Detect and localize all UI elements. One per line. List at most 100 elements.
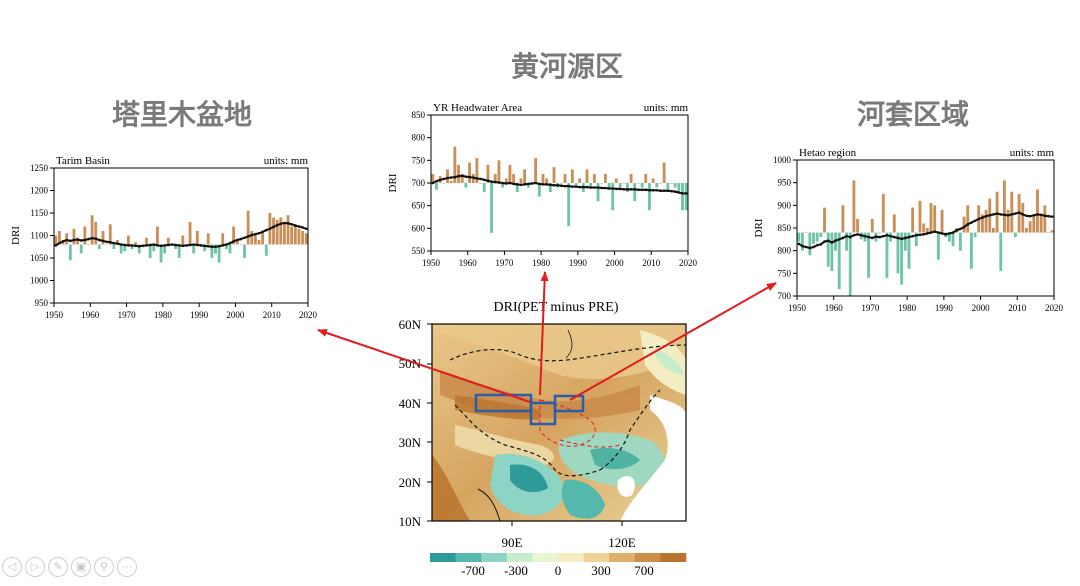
running-mean-point bbox=[538, 182, 541, 186]
x-tick-label: 2000 bbox=[606, 258, 625, 268]
data-bar bbox=[264, 244, 268, 256]
data-bar bbox=[914, 232, 918, 247]
running-mean-point bbox=[101, 239, 105, 243]
data-bar bbox=[515, 183, 519, 193]
running-mean-point bbox=[977, 217, 981, 221]
x-tick-label: 2010 bbox=[642, 258, 661, 268]
data-bar bbox=[526, 183, 530, 188]
running-mean-point bbox=[549, 183, 552, 187]
running-mean-point bbox=[948, 232, 951, 235]
running-mean-point bbox=[221, 244, 225, 247]
running-mean-point bbox=[830, 241, 834, 244]
chart-title: Hetao region bbox=[799, 147, 857, 159]
data-bar bbox=[504, 178, 508, 183]
running-mean-point bbox=[626, 188, 629, 191]
data-bar bbox=[896, 232, 900, 274]
data-bar bbox=[206, 233, 210, 245]
running-mean-point bbox=[896, 236, 900, 240]
running-mean-point bbox=[65, 238, 68, 242]
data-bar bbox=[159, 244, 163, 263]
data-bar bbox=[297, 228, 301, 245]
data-bar bbox=[94, 222, 98, 245]
data-bar bbox=[995, 191, 999, 233]
y-tick-label: 1100 bbox=[30, 231, 48, 241]
y-tick-label: 1000 bbox=[773, 155, 792, 165]
data-bar bbox=[508, 164, 512, 183]
x-tick-label: 2010 bbox=[1008, 303, 1027, 313]
data-bar bbox=[648, 183, 651, 211]
data-bar bbox=[435, 183, 438, 190]
running-mean-point bbox=[475, 177, 479, 180]
running-mean-point bbox=[530, 182, 534, 185]
running-mean-point bbox=[206, 245, 210, 248]
y-tick-label: 1150 bbox=[30, 208, 48, 218]
data-bar bbox=[925, 228, 929, 233]
x-tick-label: 1960 bbox=[459, 258, 478, 268]
y-tick-label: 650 bbox=[412, 201, 426, 211]
units-label: units: mm bbox=[1010, 147, 1055, 159]
data-bar bbox=[87, 244, 90, 245]
y-tick-label: 950 bbox=[778, 178, 792, 188]
data-bar bbox=[203, 244, 206, 252]
y-tick-label: 750 bbox=[778, 268, 792, 278]
slides-icon[interactable]: ▣ bbox=[71, 557, 91, 577]
data-bar bbox=[940, 209, 944, 233]
running-mean-point bbox=[677, 191, 681, 194]
zoom-icon[interactable]: ⚲ bbox=[94, 557, 114, 577]
running-mean-point bbox=[970, 221, 973, 224]
running-mean-point bbox=[170, 243, 174, 246]
running-mean-point bbox=[640, 188, 644, 192]
running-mean-point bbox=[460, 174, 464, 178]
running-mean-point bbox=[297, 225, 301, 228]
running-mean-point bbox=[684, 192, 688, 195]
running-mean-point bbox=[79, 239, 83, 242]
running-mean-point bbox=[874, 235, 878, 238]
units-label: units: mm bbox=[644, 102, 689, 114]
data-bar bbox=[108, 224, 112, 245]
running-mean-point bbox=[870, 236, 874, 240]
running-mean-point bbox=[174, 243, 177, 247]
x-tick-label: 1980 bbox=[898, 303, 917, 313]
data-bar bbox=[973, 232, 977, 238]
data-bar bbox=[1025, 228, 1028, 233]
data-bar bbox=[97, 244, 101, 249]
running-mean-point bbox=[261, 230, 264, 234]
running-mean-point bbox=[797, 242, 801, 246]
running-mean-point bbox=[926, 232, 929, 235]
data-bar bbox=[123, 244, 127, 252]
data-bar bbox=[501, 183, 505, 188]
x-tick-label: 1960 bbox=[81, 310, 100, 320]
data-bar bbox=[90, 215, 94, 245]
running-mean-point bbox=[1036, 213, 1039, 216]
previous-icon[interactable]: ◁ bbox=[2, 557, 22, 577]
data-bar bbox=[246, 210, 250, 245]
running-mean-point bbox=[815, 243, 819, 247]
data-bar bbox=[58, 231, 61, 245]
data-bar bbox=[618, 183, 622, 188]
y-axis-label: DRI bbox=[387, 173, 399, 192]
running-mean-point bbox=[1014, 212, 1017, 215]
running-mean-point bbox=[681, 192, 684, 195]
running-mean-point bbox=[878, 235, 881, 239]
y-tick-label: 1200 bbox=[30, 186, 49, 196]
data-bar bbox=[951, 232, 955, 247]
running-mean-point bbox=[148, 243, 152, 247]
more-icon[interactable]: ⋯ bbox=[117, 557, 137, 577]
running-mean-point bbox=[655, 188, 659, 192]
running-mean-point bbox=[123, 243, 127, 247]
running-mean-point bbox=[523, 183, 526, 186]
running-mean-point bbox=[1021, 213, 1025, 216]
running-mean-point bbox=[837, 238, 841, 241]
running-mean-point bbox=[76, 238, 79, 241]
data-bar bbox=[79, 244, 83, 254]
data-bar bbox=[119, 244, 123, 254]
running-mean-point bbox=[911, 234, 914, 238]
running-mean-point bbox=[145, 244, 148, 247]
data-bar bbox=[250, 231, 254, 245]
running-mean-point bbox=[841, 236, 845, 240]
y-tick-label: 550 bbox=[412, 246, 426, 256]
next-icon[interactable]: ▷ bbox=[25, 557, 45, 577]
pen-icon[interactable]: ✎ bbox=[48, 557, 68, 577]
data-bar bbox=[228, 244, 232, 254]
data-bar bbox=[852, 180, 856, 233]
